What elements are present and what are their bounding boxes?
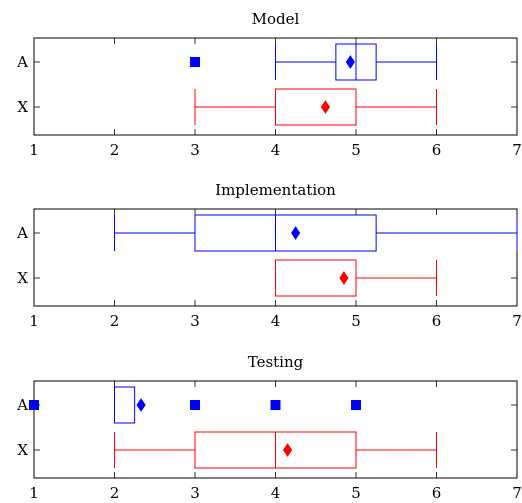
mean-marker (291, 226, 301, 240)
box (114, 386, 136, 424)
x-tick-label: 3 (190, 141, 200, 159)
y-tick-label: A (16, 224, 28, 242)
x-tick-label: 7 (512, 312, 522, 330)
x-tick-label: 2 (110, 312, 120, 330)
y-tick-label: X (17, 441, 28, 459)
mean-marker (320, 100, 331, 114)
x-tick-label: 5 (351, 484, 361, 502)
x-tick-label: 6 (432, 484, 442, 502)
panel-2: Testing 1 2 3 4 5 6 7 A X (16, 353, 522, 502)
y-tick-label: A (16, 53, 28, 71)
panel-1: Implementation 1 2 3 4 5 6 7 A X (16, 181, 522, 330)
x-tick-label: 5 (351, 312, 361, 330)
outlier-point (270, 400, 281, 410)
x-tick-label: 3 (190, 312, 200, 330)
y-tick-label: X (17, 269, 28, 287)
outlier-point (190, 57, 200, 67)
x-tick-label: 3 (190, 484, 200, 502)
outlier-point (351, 400, 361, 410)
panel-0: Model 1 2 3 4 5 6 7 A X (16, 10, 522, 159)
x-tick-label: 2 (110, 141, 120, 159)
mean-marker (339, 271, 349, 285)
x-tick-label: 4 (271, 484, 281, 502)
box (275, 88, 357, 126)
y-tick-label: A (16, 396, 28, 414)
x-tick-label: 1 (29, 141, 39, 159)
box (194, 214, 377, 252)
panel-title: Testing (248, 353, 304, 371)
mean-marker (345, 55, 355, 69)
x-tick-label: 5 (351, 141, 361, 159)
x-tick-label: 7 (512, 141, 522, 159)
x-tick-label: 1 (29, 484, 39, 502)
x-tick-label: 4 (271, 141, 281, 159)
x-tick-label: 1 (29, 312, 39, 330)
mean-marker (136, 398, 146, 412)
outlier-point (29, 400, 39, 410)
outlier-point (190, 400, 200, 410)
x-tick-label: 2 (110, 484, 120, 502)
panel-title: Model (252, 10, 300, 28)
x-tick-label: 4 (271, 312, 281, 330)
x-tick-label: 6 (432, 141, 442, 159)
y-tick-label: X (17, 98, 28, 116)
x-tick-label: 6 (432, 312, 442, 330)
mean-marker (282, 443, 293, 457)
x-tick-label: 7 (512, 484, 522, 502)
panel-title: Implementation (215, 181, 336, 199)
